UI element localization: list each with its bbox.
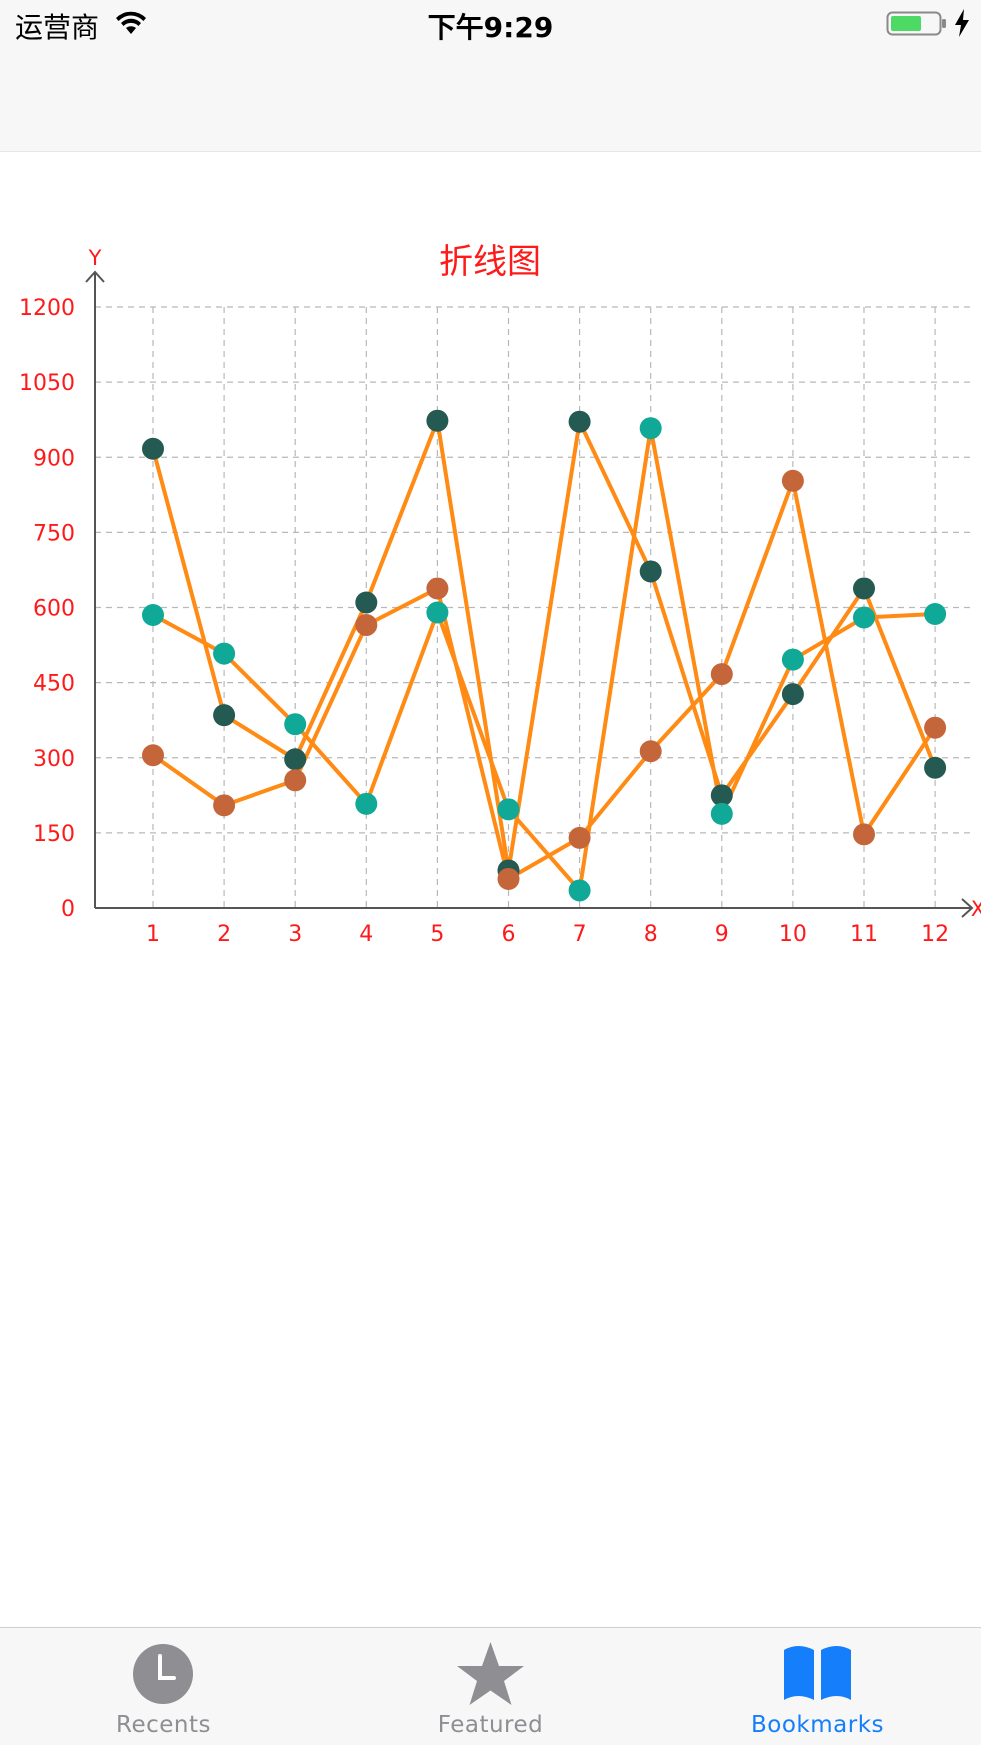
y-tick-label: 0 [61,897,75,922]
series-1-point [639,560,662,583]
x-tick-label: 2 [217,922,231,947]
x-tick-label: 11 [850,922,878,947]
series-2-point [426,601,449,624]
series-3-point [213,794,236,817]
series-1-point [781,683,804,706]
tab-bookmarks-label: Bookmarks [751,1712,884,1738]
x-tick-label: 5 [430,922,444,947]
x-tick-label: 7 [573,922,587,947]
series-3-point [639,740,662,763]
x-tick-label: 8 [644,922,658,947]
series-2-point [213,642,236,665]
series-1-point [853,577,875,600]
x-axis-arrow [961,898,974,918]
series-2-point [853,606,875,629]
chart-title: 折线图 [439,242,541,282]
x-tick-label: 3 [288,922,302,947]
tab-recents[interactable]: Recents [0,1628,327,1745]
charging-bolt-icon [955,9,969,37]
series-line-1 [151,418,937,873]
series-1-point [284,748,307,771]
series-line-3 [151,478,937,881]
y-tick-label: 450 [33,672,75,697]
series-2-point [355,792,378,815]
series-2-point [781,648,804,671]
y-tick-label: 1050 [19,371,75,396]
y-tick-label: 750 [33,521,75,546]
series-1-point [213,704,236,727]
series-1-point [568,410,591,433]
series-2-point [639,417,662,440]
tab-featured-label: Featured [437,1712,544,1738]
line-chart: Y X 折线图 0 150 300 450 600 750 900 1050 1200 1 2 3 4 5 6 7 8… [0,151,981,1051]
wifi-icon [116,11,146,34]
series-2-point [284,713,307,736]
book-icon [784,1646,851,1700]
series-2-point [142,604,164,627]
series-3-point [568,826,591,849]
star-icon [457,1642,524,1705]
series-1-point [355,591,378,614]
status-time: 下午9:29 [427,11,554,44]
y-tick-label: 900 [33,446,75,471]
x-axis-label: X [971,897,981,921]
tab-recents-label: Recents [116,1712,211,1738]
series-1-point [426,409,449,432]
y-tick-label: 150 [33,822,75,847]
series-3-point [853,823,875,846]
series-3-point [142,744,164,767]
series-1-point [710,784,733,807]
battery-icon [886,11,946,36]
status-bar: 运营商 下午9:29 [0,0,981,50]
y-axis-arrow [85,270,105,283]
series-3-point [924,716,947,739]
carrier-label: 运营商 [15,11,100,44]
y-tick-label: 1200 [19,296,75,321]
navigation-bar [0,0,981,152]
series-2-point [497,798,520,821]
series-2-point [710,802,733,825]
series-2-point [924,603,947,626]
x-tick-label: 4 [359,922,373,947]
series-3-point [781,469,804,492]
x-tick-label: 10 [779,922,807,947]
series-3-point [284,769,307,792]
series-1-point [924,756,947,779]
clock-icon [133,1644,193,1704]
tab-bar: Recents Featured Bookmarks [0,1627,981,1745]
x-tick-label: 12 [921,922,949,947]
tab-featured[interactable]: Featured [327,1628,654,1745]
series-3-point [710,663,733,686]
series-3-point [355,614,378,637]
y-axis-label: Y [88,246,102,270]
series-1-point [142,437,164,460]
x-tick-label: 6 [502,922,516,947]
tab-bookmarks[interactable]: Bookmarks [654,1628,981,1745]
y-tick-label: 600 [33,597,75,622]
series-3-point [426,577,449,600]
series-3-point [497,867,520,890]
x-tick-label: 1 [146,922,160,947]
x-tick-label: 9 [715,922,729,947]
series-line-2 [152,426,936,893]
series-2-point [568,879,591,902]
y-tick-label: 300 [33,747,75,772]
